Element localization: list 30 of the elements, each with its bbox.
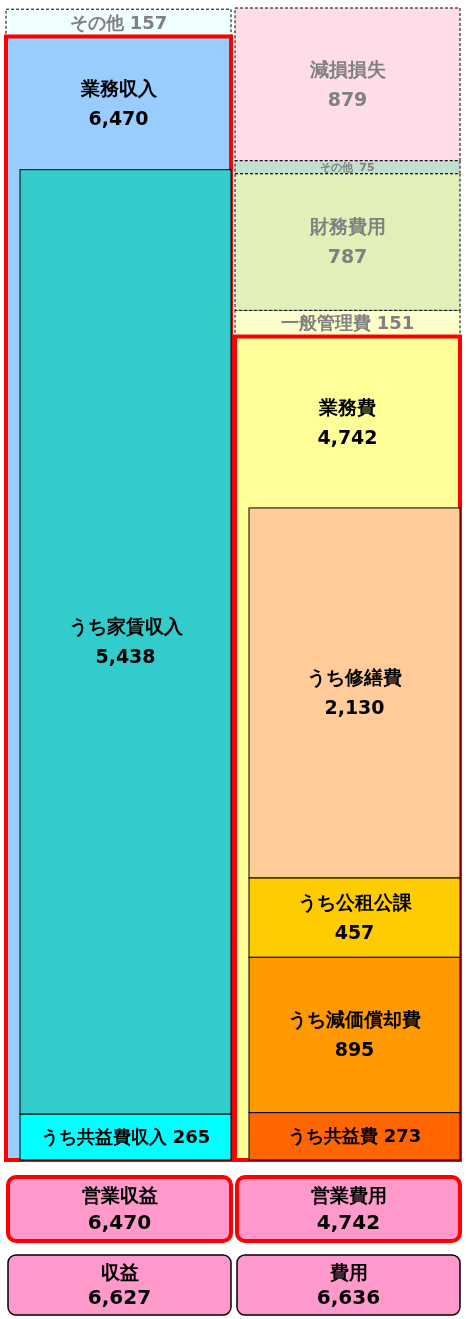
series-label: 業務費	[318, 395, 376, 418]
series-label: うち公租公課	[297, 891, 413, 914]
series-label: うち減価償却費	[288, 1008, 421, 1032]
series-label: その他	[320, 161, 355, 175]
text: 営業費用 4,742	[310, 1183, 387, 1234]
text: 営業収益 6,470	[81, 1183, 158, 1234]
data-label: 787	[327, 245, 368, 268]
text: 収益 6,627	[87, 1260, 152, 1309]
data-label: 879	[327, 87, 368, 110]
data-label: 4,742	[317, 425, 378, 448]
data-label: 6,470	[88, 106, 149, 129]
series-label: 財務費用	[308, 215, 386, 238]
data-label: 265	[172, 1125, 211, 1147]
series-label: その他	[69, 11, 125, 33]
series-label: 一般管理費	[280, 312, 371, 334]
series-label: うち共益費	[287, 1125, 378, 1147]
series-label: うち修繕費	[307, 666, 402, 690]
text: 費用 6,636	[316, 1260, 381, 1309]
series-label: うち家賃収入	[68, 615, 184, 639]
data-label: 2,130	[324, 696, 385, 719]
data-label: 75	[359, 161, 375, 175]
data-label: 5,438	[95, 645, 156, 668]
data-label: 273	[383, 1125, 422, 1147]
data-label: 151	[376, 312, 415, 334]
series-label: 業務収入	[79, 76, 158, 99]
data-label: 895	[334, 1038, 375, 1061]
data-label: 457	[334, 921, 375, 943]
series-label: 減損損失	[308, 57, 386, 80]
series-label: うち共益費収入	[40, 1125, 168, 1147]
data-label: 157	[129, 11, 168, 33]
